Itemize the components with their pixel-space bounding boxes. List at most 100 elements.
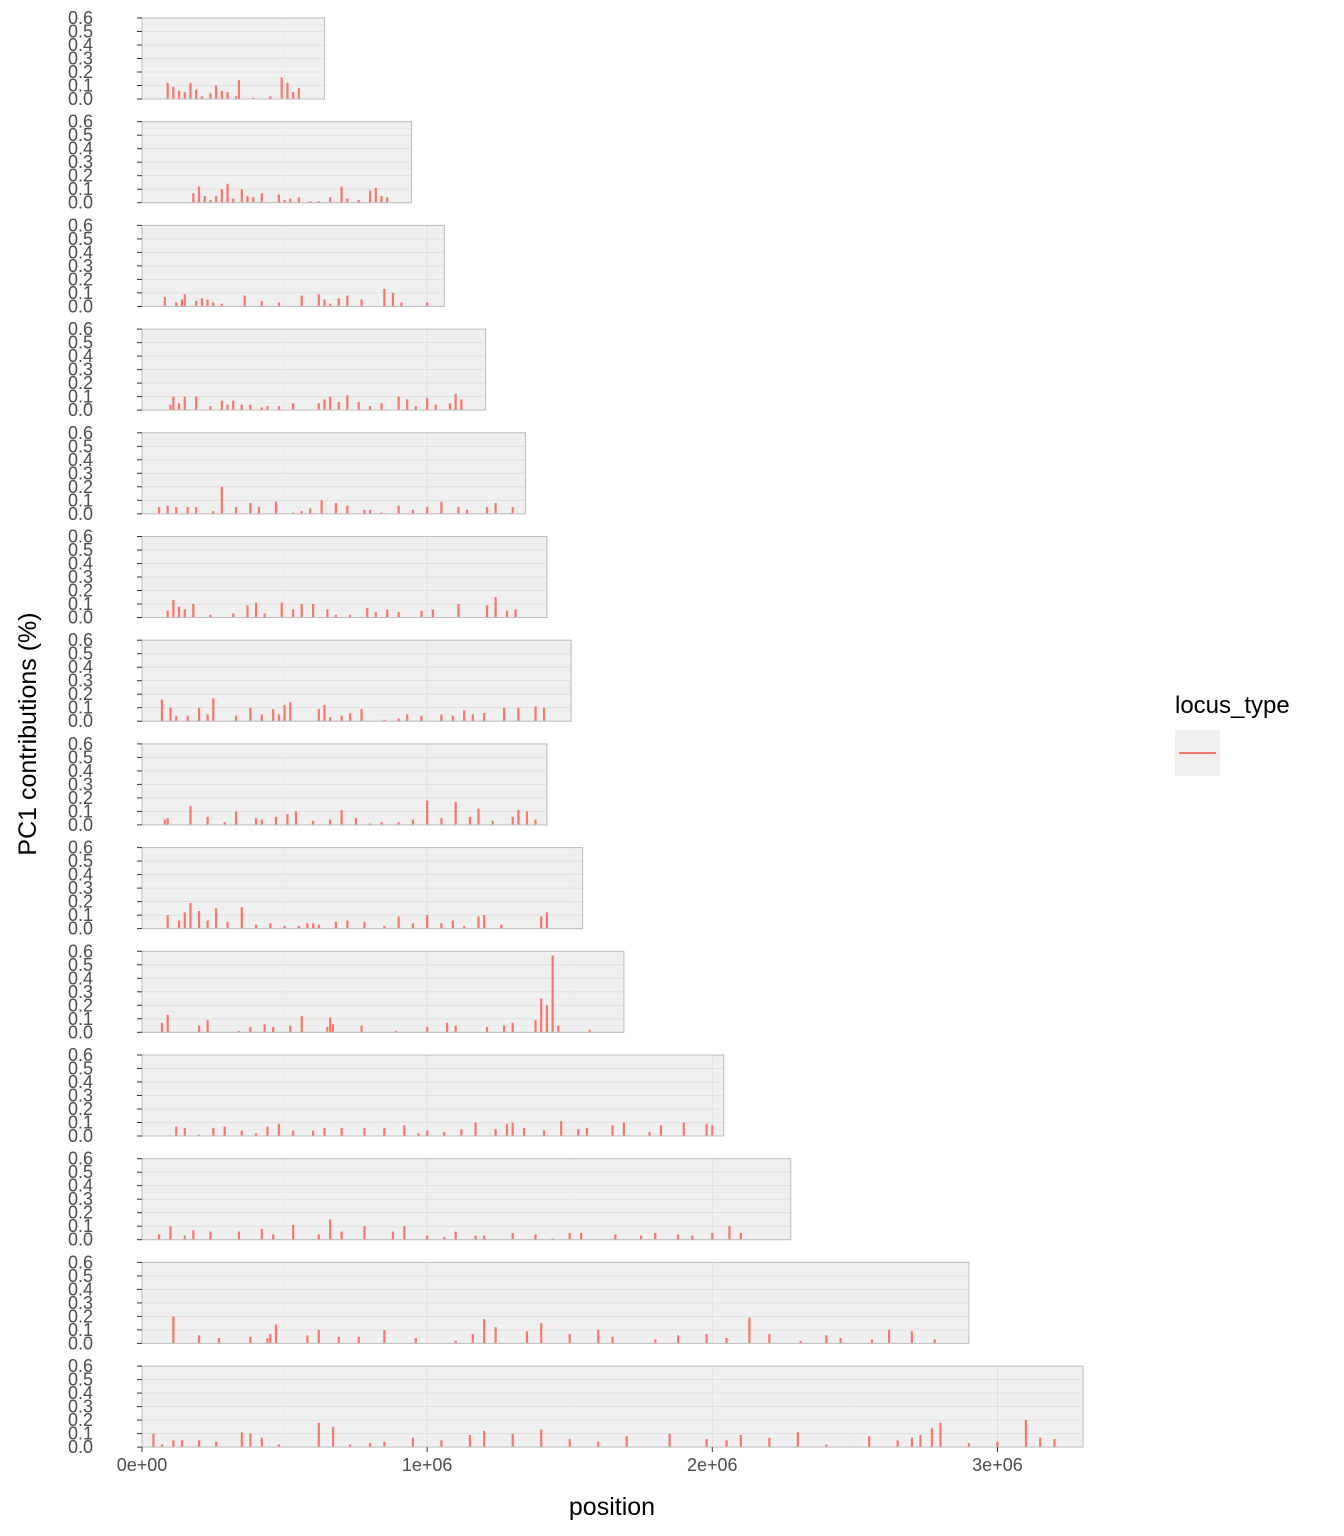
facet-panel: 0.00.10.20.30.40.50.6 bbox=[68, 941, 625, 1042]
y-tick-label: 0.1 bbox=[68, 179, 93, 199]
y-tick-label: 0.2 bbox=[68, 269, 93, 289]
y-tick-label: 0.5 bbox=[68, 1059, 93, 1079]
y-tick-label: 0.4 bbox=[68, 242, 93, 262]
x-tick-label: 0e+00 bbox=[117, 1455, 168, 1475]
facet-panel: 0.00.10.20.30.40.50.6 bbox=[68, 734, 548, 835]
y-tick-label: 0.3 bbox=[68, 567, 93, 587]
y-tick-label: 0.2 bbox=[68, 788, 93, 808]
y-tick-label: 0.0 bbox=[68, 400, 93, 420]
y-tick-label: 0.6 bbox=[68, 941, 93, 961]
y-tick-label: 0.5 bbox=[68, 747, 93, 767]
y-tick-label: 0.4 bbox=[68, 1072, 93, 1092]
legend: locus_type bbox=[1175, 692, 1290, 776]
y-tick-label: 0.4 bbox=[68, 761, 93, 781]
y-tick-label: 0.3 bbox=[68, 774, 93, 794]
y-tick-label: 0.1 bbox=[68, 76, 93, 96]
y-tick-label: 0.5 bbox=[68, 644, 93, 664]
y-tick-label: 0.5 bbox=[68, 229, 93, 249]
facet-panel: 0.00.10.20.30.40.50.6 bbox=[68, 319, 487, 420]
facet-panel: 0.00.10.20.30.40.50.6 bbox=[68, 838, 584, 939]
facet-panel: 0.00.10.20.30.40.50.6 bbox=[68, 215, 445, 316]
y-tick-label: 0.1 bbox=[68, 698, 93, 718]
y-tick-label: 0.1 bbox=[68, 490, 93, 510]
y-tick-label: 0.3 bbox=[68, 360, 93, 380]
y-tick-label: 0.1 bbox=[68, 801, 93, 821]
facet-panel: 0.00.10.20.30.40.50.6 bbox=[68, 1252, 970, 1353]
y-tick-label: 0.6 bbox=[68, 8, 93, 28]
legend-title: locus_type bbox=[1175, 692, 1290, 719]
y-tick-label: 0.1 bbox=[68, 1216, 93, 1236]
y-axis-title: PC1 contributions (%) bbox=[14, 612, 42, 855]
y-tick-label: 0.3 bbox=[68, 1086, 93, 1106]
y-tick-label: 0.6 bbox=[68, 838, 93, 858]
y-tick-label: 0.6 bbox=[68, 423, 93, 443]
y-tick-label: 0.2 bbox=[68, 1306, 93, 1326]
y-tick-label: 0.2 bbox=[68, 166, 93, 186]
y-tick-label: 0.5 bbox=[68, 1266, 93, 1286]
y-tick-label: 0.1 bbox=[68, 1009, 93, 1029]
y-tick-label: 0.1 bbox=[68, 1113, 93, 1133]
y-tick-label: 0.5 bbox=[68, 1370, 93, 1390]
y-tick-label: 0.2 bbox=[68, 373, 93, 393]
y-tick-label: 0.0 bbox=[68, 1437, 93, 1457]
y-tick-label: 0.2 bbox=[68, 477, 93, 497]
y-tick-label: 0.1 bbox=[68, 283, 93, 303]
y-tick-label: 0.4 bbox=[68, 346, 93, 366]
facet-panels: 0.00.10.20.30.40.50.60.00.10.20.30.40.50… bbox=[68, 8, 1084, 1457]
y-tick-label: 0.1 bbox=[68, 1320, 93, 1340]
facet-panel: 0.00.10.20.30.40.50.6 bbox=[68, 1356, 1084, 1457]
y-tick-label: 0.0 bbox=[68, 1022, 93, 1042]
y-tick-label: 0.5 bbox=[68, 125, 93, 145]
y-tick-label: 0.1 bbox=[68, 1424, 93, 1444]
y-tick-label: 0.4 bbox=[68, 968, 93, 988]
facet-panel: 0.00.10.20.30.40.50.6 bbox=[68, 630, 572, 731]
y-tick-label: 0.1 bbox=[68, 387, 93, 407]
x-axis-title: position bbox=[569, 1493, 655, 1521]
y-tick-label: 0.4 bbox=[68, 1176, 93, 1196]
y-tick-label: 0.0 bbox=[68, 815, 93, 835]
y-tick-label: 0.1 bbox=[68, 905, 93, 925]
y-tick-label: 0.4 bbox=[68, 865, 93, 885]
y-tick-label: 0.6 bbox=[68, 215, 93, 235]
y-tick-label: 0.5 bbox=[68, 955, 93, 975]
y-tick-label: 0.3 bbox=[68, 152, 93, 172]
y-tick-label: 0.2 bbox=[68, 1203, 93, 1223]
y-tick-label: 0.3 bbox=[68, 1397, 93, 1417]
y-tick-label: 0.4 bbox=[68, 35, 93, 55]
y-tick-label: 0.0 bbox=[68, 608, 93, 628]
y-tick-label: 0.0 bbox=[68, 193, 93, 213]
y-tick-label: 0.2 bbox=[68, 684, 93, 704]
y-tick-label: 0.0 bbox=[68, 1126, 93, 1146]
y-tick-label: 0.6 bbox=[68, 1356, 93, 1376]
y-tick-label: 0.3 bbox=[68, 49, 93, 69]
y-tick-label: 0.3 bbox=[68, 982, 93, 1002]
y-tick-label: 0.5 bbox=[68, 540, 93, 560]
y-tick-label: 0.0 bbox=[68, 89, 93, 109]
y-tick-label: 0.6 bbox=[68, 1149, 93, 1169]
y-tick-label: 0.3 bbox=[68, 463, 93, 483]
y-tick-label: 0.4 bbox=[68, 657, 93, 677]
y-tick-label: 0.6 bbox=[68, 734, 93, 754]
y-tick-label: 0.0 bbox=[68, 711, 93, 731]
y-tick-label: 0.2 bbox=[68, 581, 93, 601]
y-tick-label: 0.2 bbox=[68, 995, 93, 1015]
y-tick-label: 0.5 bbox=[68, 851, 93, 871]
facet-panel: 0.00.10.20.30.40.50.6 bbox=[68, 1149, 792, 1250]
facet-panel: 0.00.10.20.30.40.50.6 bbox=[68, 112, 412, 213]
y-tick-label: 0.0 bbox=[68, 1230, 93, 1250]
y-tick-label: 0.2 bbox=[68, 892, 93, 912]
y-tick-label: 0.0 bbox=[68, 1333, 93, 1353]
y-tick-label: 0.2 bbox=[68, 1099, 93, 1119]
y-tick-label: 0.3 bbox=[68, 1293, 93, 1313]
y-tick-label: 0.6 bbox=[68, 319, 93, 339]
facet-panel: 0.00.10.20.30.40.50.6 bbox=[68, 8, 325, 109]
y-tick-label: 0.5 bbox=[68, 436, 93, 456]
y-tick-label: 0.4 bbox=[68, 554, 93, 574]
y-tick-label: 0.5 bbox=[68, 22, 93, 42]
y-tick-label: 0.6 bbox=[68, 1252, 93, 1272]
y-tick-label: 0.1 bbox=[68, 594, 93, 614]
y-tick-label: 0.3 bbox=[68, 878, 93, 898]
y-tick-label: 0.4 bbox=[68, 1383, 93, 1403]
y-tick-label: 0.3 bbox=[68, 256, 93, 276]
